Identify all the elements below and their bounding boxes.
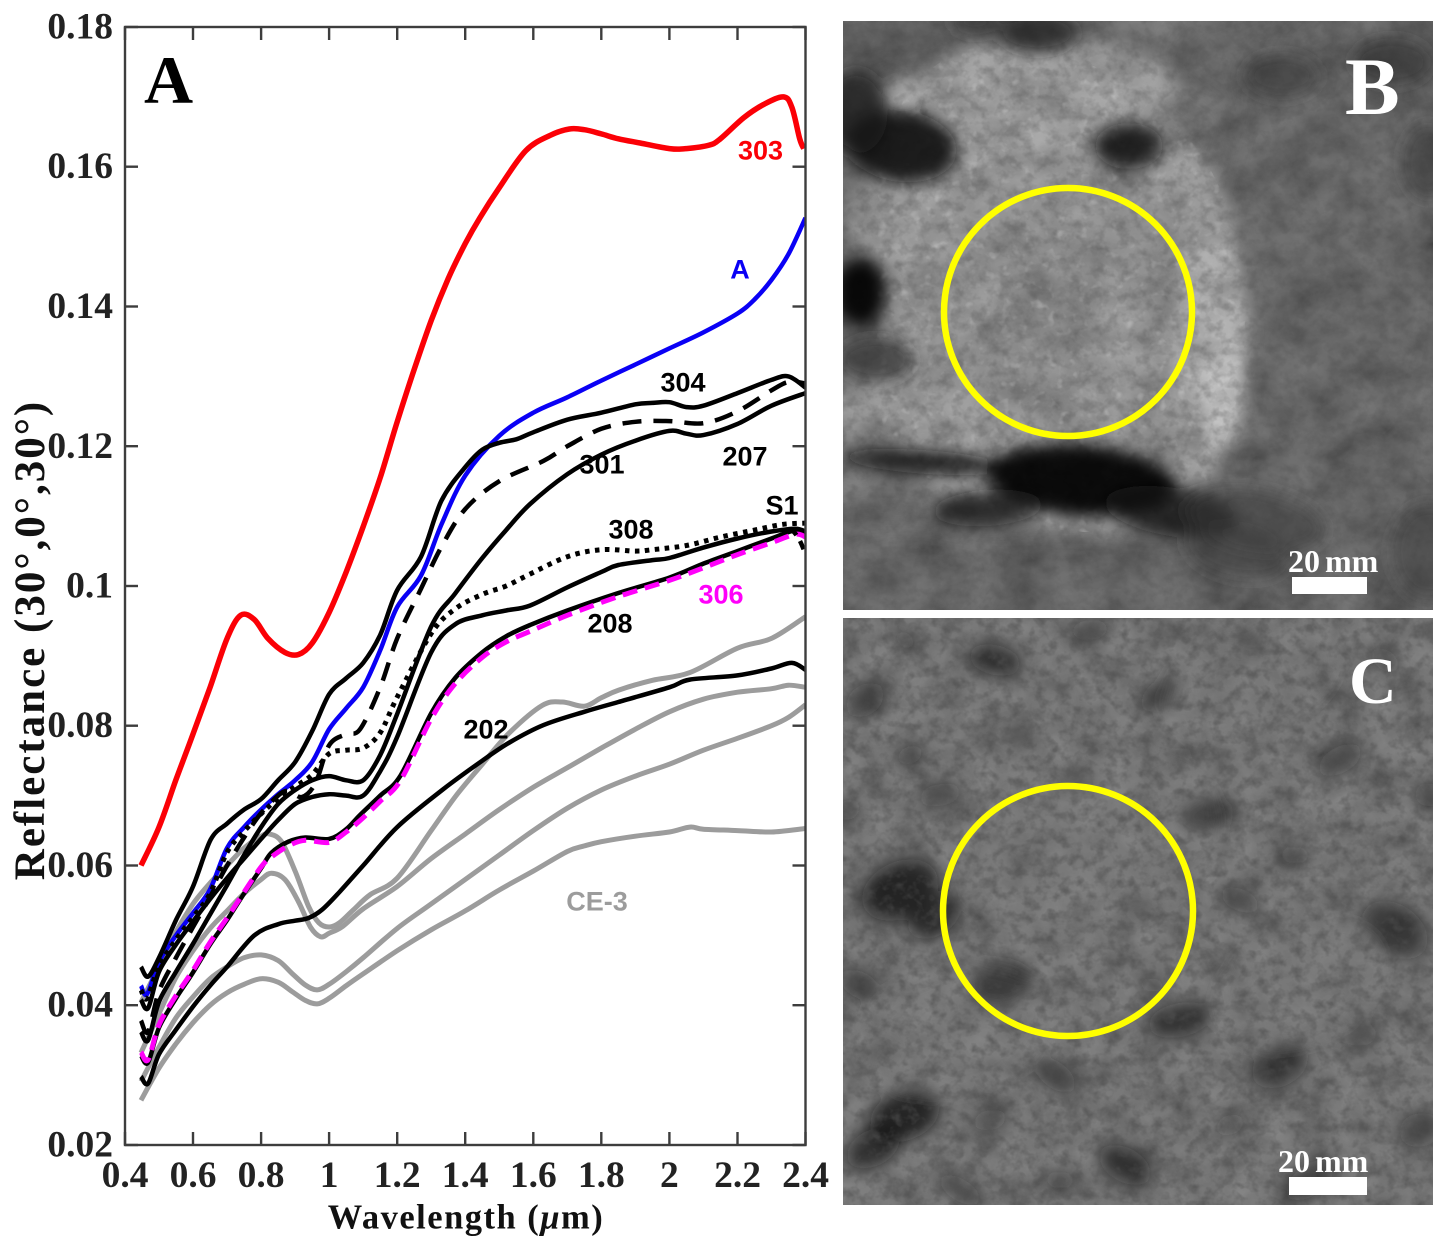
- svg-text:1.8: 1.8: [578, 1155, 625, 1196]
- svg-text:1.2: 1.2: [374, 1155, 421, 1196]
- svg-text:2.4: 2.4: [782, 1155, 829, 1196]
- svg-text:1.4: 1.4: [442, 1155, 489, 1196]
- svg-text:CE-3: CE-3: [566, 887, 628, 917]
- svg-text:301: 301: [579, 450, 624, 480]
- svg-text:0.4: 0.4: [102, 1155, 149, 1196]
- svg-text:308: 308: [608, 515, 653, 545]
- svg-text:202: 202: [463, 715, 508, 745]
- svg-text:0.12: 0.12: [47, 426, 113, 467]
- svg-text:304: 304: [660, 368, 705, 398]
- svg-text:0.18: 0.18: [47, 7, 113, 48]
- svg-text:208: 208: [587, 609, 632, 639]
- svg-text:A: A: [730, 255, 750, 285]
- svg-text:306: 306: [698, 580, 743, 610]
- svg-text:1.6: 1.6: [510, 1155, 557, 1196]
- svg-text:0.14: 0.14: [47, 286, 113, 327]
- svg-text:2: 2: [660, 1155, 679, 1196]
- svg-text:S1: S1: [765, 491, 798, 521]
- svg-text:Reflectance (30°,0°,30°): Reflectance (30°,0°,30°): [7, 400, 54, 880]
- svg-text:0.16: 0.16: [47, 146, 113, 187]
- svg-text:0.04: 0.04: [47, 985, 113, 1026]
- svg-text:0.06: 0.06: [47, 845, 113, 886]
- svg-text:303: 303: [738, 136, 783, 166]
- svg-text:0.6: 0.6: [170, 1155, 217, 1196]
- svg-text:207: 207: [722, 442, 767, 472]
- svg-text:0.8: 0.8: [238, 1155, 285, 1196]
- svg-text:A: A: [144, 42, 193, 118]
- svg-text:1: 1: [320, 1155, 339, 1196]
- svg-text:0.08: 0.08: [47, 705, 113, 746]
- svg-text:0.1: 0.1: [66, 566, 113, 607]
- svg-text:B: B: [1345, 41, 1400, 132]
- svg-text:C: C: [1349, 645, 1397, 718]
- svg-text:0.02: 0.02: [47, 1125, 113, 1166]
- svg-text:2.2: 2.2: [714, 1155, 761, 1196]
- svg-text:Wavelength (μm): Wavelength (μm): [328, 1199, 604, 1237]
